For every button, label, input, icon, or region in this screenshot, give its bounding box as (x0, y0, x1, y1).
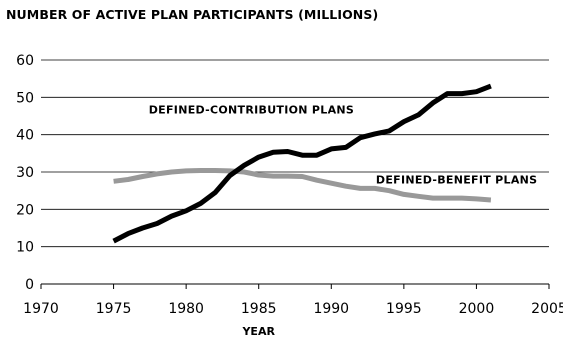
chart-title: NUMBER OF ACTIVE PLAN PARTICIPANTS (MILL… (6, 7, 379, 22)
x-tick-label-1985: 1985 (241, 301, 277, 317)
y-tick-label-60: 60 (16, 53, 34, 69)
series-label-defined-benefit-plans: DEFINED-BENEFIT PLANS (376, 174, 537, 187)
series-label-defined-contribution-plans: DEFINED-CONTRIBUTION PLANS (149, 103, 354, 116)
y-tick-label-50: 50 (16, 90, 34, 106)
x-tick-label-2000: 2000 (459, 301, 495, 317)
x-tick-label-1990: 1990 (313, 301, 349, 317)
series-line-defined-benefit-plans (113, 168, 492, 203)
x-axis-label: YEAR (241, 325, 275, 338)
x-tick-label-1970: 1970 (23, 301, 59, 317)
y-tick-label-20: 20 (16, 202, 34, 218)
x-tick-label-2005: 2005 (531, 301, 563, 317)
y-tick-label-30: 30 (16, 165, 34, 181)
y-tick-label-40: 40 (16, 128, 34, 144)
x-tick-label-1980: 1980 (168, 301, 204, 317)
x-tick-label-1995: 1995 (386, 301, 422, 317)
y-tick-label-10: 10 (16, 240, 34, 256)
series-line-defined-contribution-plans (112, 83, 492, 244)
x-tick-label-1975: 1975 (96, 301, 132, 317)
y-tick-label-0: 0 (25, 277, 34, 293)
